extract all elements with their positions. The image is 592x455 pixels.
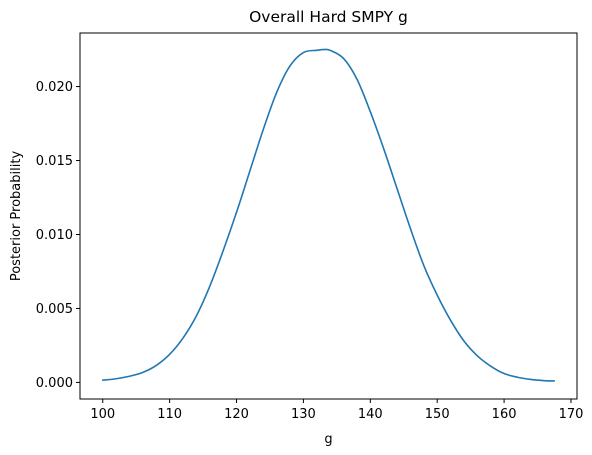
y-axis-label: Posterior Probability (9, 151, 24, 282)
series-line (101, 48, 556, 382)
series-layer (101, 48, 556, 382)
y-axis: 0.000 0.005 0.010 0.015 0.020 (36, 80, 80, 391)
x-axis-label: g (324, 432, 332, 447)
x-tick-label: 130 (291, 407, 316, 422)
x-tick-label: 100 (90, 407, 115, 422)
x-tick-label: 160 (492, 407, 517, 422)
x-tick-label: 120 (224, 407, 249, 422)
y-tick-label: 0.000 (36, 376, 73, 391)
x-axis: 100 110 120 130 140 150 160 170 (90, 399, 583, 422)
x-tick-label: 170 (559, 407, 584, 422)
chart-title: Overall Hard SMPY g (249, 8, 408, 26)
x-tick-label: 150 (425, 407, 450, 422)
y-tick-label: 0.020 (36, 80, 73, 95)
y-tick-label: 0.010 (36, 228, 73, 243)
y-tick-label: 0.005 (36, 302, 73, 317)
x-tick-label: 140 (358, 407, 383, 422)
x-tick-label: 110 (157, 407, 182, 422)
y-tick-label: 0.015 (36, 154, 73, 169)
plot-frame (79, 32, 578, 400)
